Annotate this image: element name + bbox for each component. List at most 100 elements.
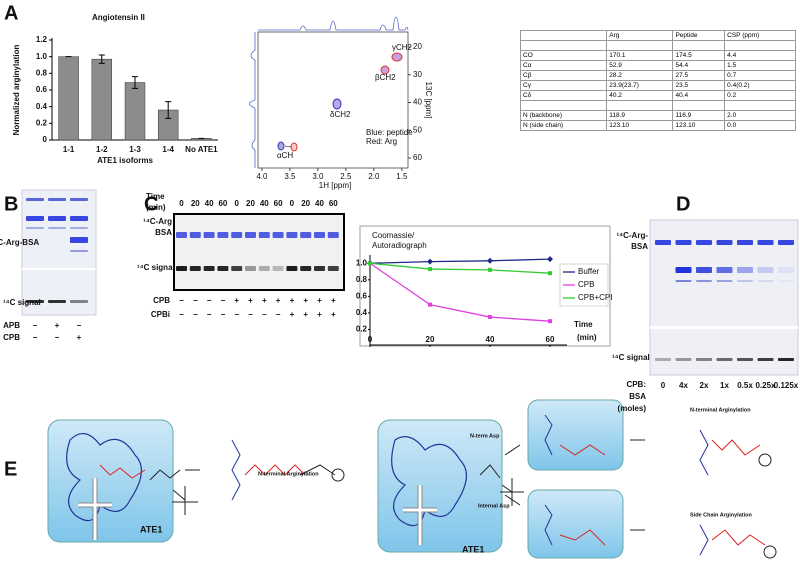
legend-frame (559, 263, 609, 307)
time-label: 0 (234, 199, 239, 208)
x-axis-label: ATE1 isoforms (97, 156, 153, 165)
gel-band (778, 240, 794, 245)
gel-band (300, 266, 312, 271)
gel-band (778, 280, 794, 282)
gel-band (245, 266, 256, 271)
table-row (519, 40, 796, 51)
gel-band (675, 280, 692, 282)
treatment-sign: − (193, 310, 198, 319)
error-bar (98, 54, 105, 64)
panel-label: E (4, 458, 17, 480)
ratio-label: 0 (661, 381, 666, 390)
table-cell: CSP (ppm) (724, 30, 796, 41)
x-tick-label: 4.0 (256, 172, 268, 181)
table-row: N (backbone) 118.9 116.9 2.0 (519, 110, 796, 121)
treatment-sign: − (248, 310, 253, 319)
peak-label: βCH2 (375, 73, 396, 82)
gel-band (48, 300, 66, 303)
treatment-sign: + (248, 296, 253, 305)
table-row (519, 100, 796, 111)
gel-band (757, 358, 774, 361)
table-row: Cα 52.9 54.4 1.5 (519, 60, 796, 71)
treatment-sign: − (33, 333, 38, 342)
table-cell: Cγ (519, 80, 608, 91)
treatment-sign: + (234, 296, 239, 305)
band-label: ¹⁴C-Arg- (616, 231, 648, 240)
ratio-label: 0.5x (737, 381, 753, 390)
data-point (488, 315, 492, 320)
gel-band (696, 280, 712, 282)
treatment-sign: + (290, 310, 295, 319)
row-label: APB (3, 321, 20, 330)
band-label: ¹⁴C-Arg (143, 217, 172, 226)
gel-band (26, 227, 44, 229)
gel-band (716, 358, 733, 361)
gel-band (716, 280, 733, 282)
data-point (428, 267, 432, 272)
treatment-sign: − (55, 333, 60, 342)
product-label: Side Chain Arginylation (690, 512, 752, 518)
gel-divider (650, 326, 798, 329)
treatment-sign: − (179, 310, 184, 319)
table-cell: 23.9(23.7) (606, 80, 674, 91)
gel-band (70, 250, 88, 252)
y-tick-label: 30 (413, 70, 422, 79)
gel-band (737, 280, 753, 282)
treatment-sign: − (77, 321, 82, 330)
gel-band (675, 358, 692, 361)
data-point (487, 257, 493, 264)
row-label: CPBi (151, 310, 170, 319)
time-label: 40 (315, 199, 324, 208)
treatment-sign: − (234, 310, 239, 319)
chemical-shift-table: Arg Peptide CSP (ppm) CO 170.1 174.5 4.4 Cα 52.9… (519, 30, 796, 131)
y-tick-label: 0.2 (356, 325, 368, 334)
gel-band (203, 266, 215, 271)
x-tick-label: 1.5 (396, 172, 408, 181)
x-axis-label: 1H [ppm] (319, 181, 351, 190)
x-tick-label: 1-1 (63, 145, 75, 154)
time-title: Time (146, 192, 165, 201)
table-cell: 40.4 (672, 90, 726, 101)
treatment-sign: − (33, 321, 38, 330)
treatment-sign: − (207, 310, 212, 319)
x-tick-label: 1-3 (129, 145, 141, 154)
treatment-sign: + (276, 296, 281, 305)
gel-band (217, 232, 229, 238)
treatment-sign: + (331, 310, 336, 319)
legend-label: CPB+CPI (578, 293, 612, 302)
treatment-sign: − (193, 296, 198, 305)
ratio-label: 4x (679, 381, 688, 390)
y-tick-label: 20 (413, 42, 422, 51)
gel-band (231, 266, 243, 271)
gel-band (189, 266, 201, 271)
time-label: 20 (191, 199, 200, 208)
treatment-sign: + (317, 296, 322, 305)
data-point (547, 256, 553, 263)
gel-band (258, 266, 270, 271)
table-row: Cδ 40.2 40.4 0.2 (519, 90, 796, 101)
y-tick-label: 40 (413, 98, 422, 107)
y-tick-label: 1.0 (36, 52, 48, 61)
gel (649, 219, 799, 376)
gel-band (778, 267, 794, 273)
table-row: Arg Peptide CSP (ppm) (519, 30, 796, 41)
y-tick-label: 0.8 (356, 275, 368, 284)
y-tick-label: 50 (413, 125, 422, 134)
signal-label: ¹⁴C signal (137, 263, 175, 272)
treatment-sign: + (77, 333, 82, 342)
legend-label: Buffer (578, 267, 600, 276)
nmr-legend: Red: Arg (366, 137, 397, 146)
table-cell: 118.9 (606, 110, 674, 121)
pathway-label: Internal Asp (478, 503, 510, 509)
panel-label: A (4, 2, 18, 24)
peak-label: δCH2 (330, 110, 351, 119)
treatment-sign: − (221, 296, 226, 305)
gel-band (48, 216, 66, 221)
treatment-sign: − (179, 296, 184, 305)
table-cell: 123.10 (672, 120, 726, 131)
gel-band (737, 358, 753, 361)
x-tick-label: 1-2 (96, 145, 108, 154)
treatment-sign: − (262, 310, 267, 319)
pathway-label: N-term Asp (470, 433, 500, 439)
ratio-label: 2x (700, 381, 709, 390)
